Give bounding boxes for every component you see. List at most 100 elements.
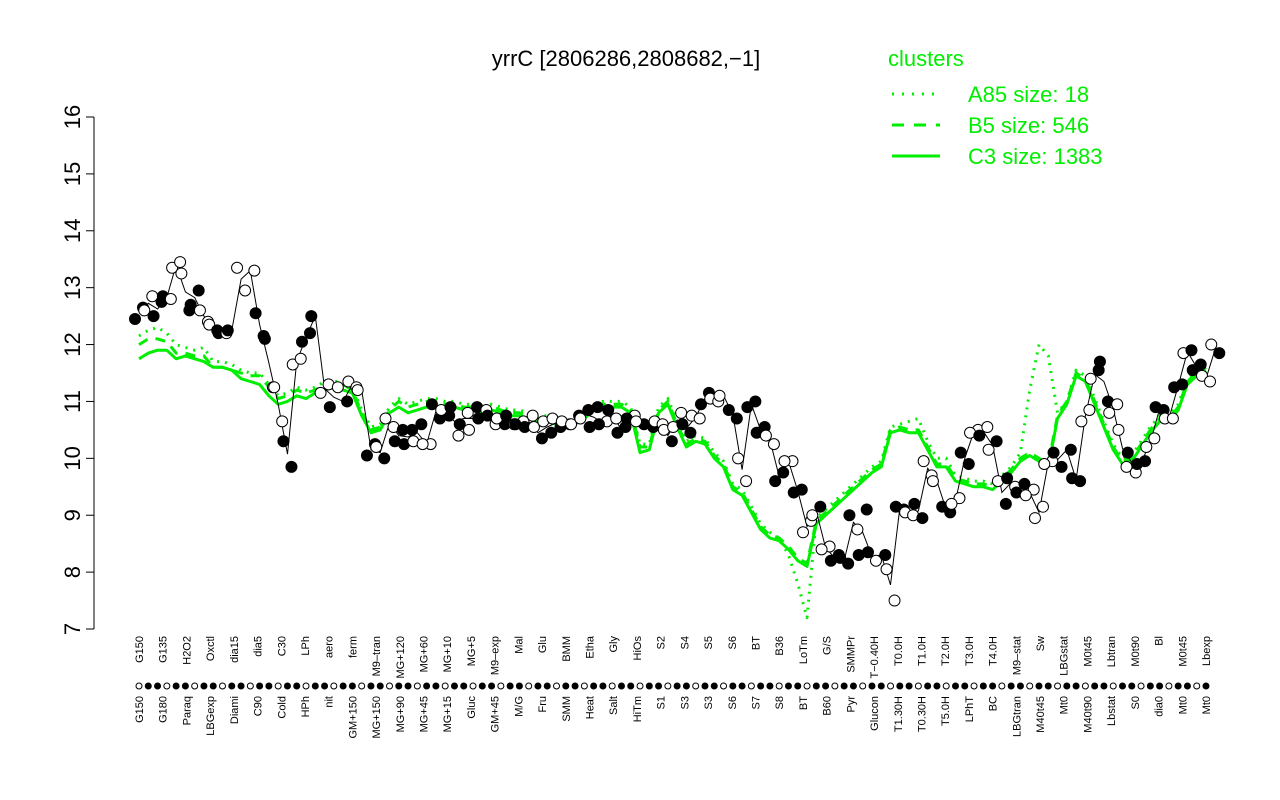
x-axis-marker [274,682,282,690]
x-axis-marker [1137,682,1145,690]
data-point [676,418,689,431]
data-point [973,429,986,442]
y-tick-label: 8 [60,566,85,578]
x-axis-marker [729,682,737,690]
x-axis-marker [812,682,820,690]
x-tick-label-bottom: M/G [513,696,525,717]
x-tick-label-top: Sw [1035,636,1047,651]
data-point [305,310,318,323]
x-tick-label-bottom: GM+45 [490,696,502,732]
x-tick-label-bottom: T1.30H [893,696,905,732]
y-tick-label: 16 [60,105,85,129]
data-point [880,563,893,576]
data-point [1205,338,1218,351]
data-point [591,401,604,414]
data-point [203,318,216,331]
x-axis-marker [228,682,236,690]
x-tick-label-bottom: Salt [608,696,620,715]
data-point [296,335,309,348]
chart-title: yrrC [2806286,2808682,−1] [492,46,760,71]
x-axis-marker [951,682,959,690]
data-point [1055,460,1068,473]
data-point [166,261,179,274]
x-axis-marker [794,682,802,690]
data-point [129,312,141,325]
data-point [331,381,344,394]
data-point [611,426,624,439]
x-axis-marker [553,682,561,690]
x-tick-label-bottom: Mt0 [1059,696,1071,714]
x-tick-label-bottom: BT [798,696,810,710]
data-point [888,594,901,607]
x-axis-marker [1193,682,1201,690]
x-tick-label-top: M9–exp [490,636,502,675]
x-tick-label-top: T0.0H [893,636,905,666]
x-axis-marker [339,682,347,690]
x-axis-marker [1035,682,1043,690]
data-point [1075,415,1088,428]
data-point [147,310,160,323]
x-tick-label-bottom: S1 [656,696,668,709]
x-tick-label-top: Oxctl [205,636,217,661]
x-tick-label-top: M0t45 [1082,636,1094,667]
data-point [1036,500,1049,513]
x-tick-label-bottom: T5.0H [940,696,952,726]
x-axis-marker [543,682,551,690]
x-tick-label-top: C30 [276,636,288,656]
data-point [916,512,929,525]
x-axis-marker [293,682,301,690]
x-tick-label-top: B36 [774,636,786,656]
data-point [1018,477,1031,490]
x-axis-marker [571,682,579,690]
x-tick-label-top: Etha [585,635,597,659]
data-point [869,554,882,567]
x-tick-label-top: Gly [608,636,620,653]
data-point [675,406,688,419]
data-point [323,401,336,414]
x-axis-marker [989,682,997,690]
x-tick-label-top: M0t90 [1130,636,1142,667]
data-point [174,256,187,269]
x-axis-marker [710,682,718,690]
data-point [526,409,539,422]
x-axis-marker [1026,682,1034,690]
data-point [277,435,290,448]
x-tick-label-bottom: Glucon [869,696,881,731]
x-axis-marker [441,682,449,690]
data-point [461,406,474,419]
x-tick-label-bottom: G180 [158,696,170,723]
x-axis-marker [979,682,987,690]
data-point [777,466,790,479]
x-tick-label-bottom: S0 [1130,696,1142,709]
x-axis-marker [701,682,709,690]
x-tick-label-bottom: Diami [229,696,241,724]
data-point [602,403,615,416]
data-point [861,546,874,559]
x-tick-label-top: S5 [703,636,715,649]
x-tick-label-top: MG+5 [466,636,478,666]
x-tick-label-bottom: BC [988,696,1000,711]
x-axis-marker [246,682,254,690]
x-axis-marker [1016,682,1024,690]
x-axis-marker [905,682,913,690]
x-axis-marker [1109,682,1117,690]
x-axis-marker [413,682,421,690]
data-point [221,324,234,337]
x-axis-marker [738,682,746,690]
x-axis-marker [283,682,291,690]
data-point [842,557,855,570]
data-point [285,460,298,473]
x-axis-marker [1100,682,1108,690]
x-tick-label-bottom: MG+150 [371,696,383,739]
data-point [1019,489,1032,502]
x-axis-marker [469,682,477,690]
y-axis: 7 8 9 10 11 12 13 14 15 16 [60,105,95,635]
data-point [258,332,271,345]
data-point [665,435,678,448]
data-point [1074,475,1087,488]
x-axis-marker [868,682,876,690]
x-tick-label-top: Bl [1154,636,1166,646]
data-point [806,509,819,522]
x-axis-marker [1118,682,1126,690]
x-axis-marker [163,682,171,690]
